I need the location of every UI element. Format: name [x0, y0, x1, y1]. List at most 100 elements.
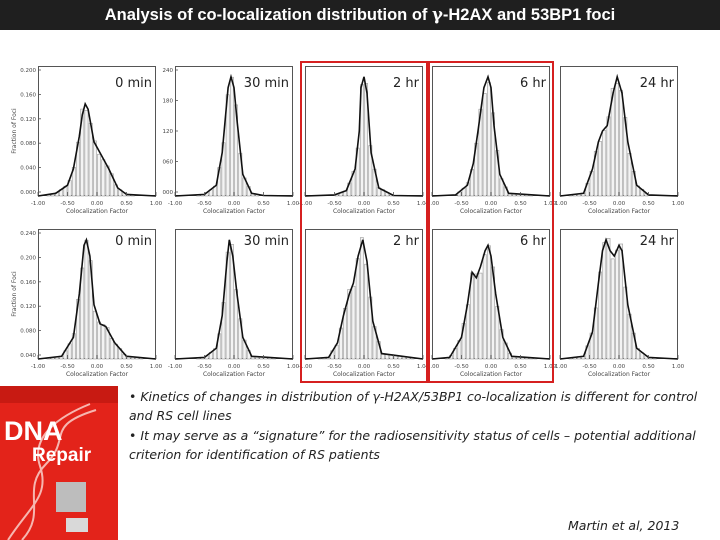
- histogram-bar: [347, 289, 352, 360]
- x-tick-label: -0.50: [327, 201, 342, 207]
- histogram-bar: [101, 324, 106, 360]
- x-tick-label: -1.00: [31, 201, 46, 207]
- x-tick-label: 0.00: [613, 364, 626, 370]
- x-tick-label: 1.00: [287, 364, 300, 370]
- y-tick-label: 0.200: [20, 68, 36, 74]
- histogram-bar: [359, 237, 364, 360]
- histogram-bar: [97, 153, 102, 197]
- histogram-panel: -1.00 -0.50 0.00 0.50 1.00 Colocalization Fac…: [553, 229, 685, 378]
- x-tick-label: -0.50: [60, 364, 75, 370]
- x-tick-label: 0.00: [485, 201, 498, 207]
- x-axis-label: Colocalization Factor: [333, 371, 396, 378]
- highlight-box-2hr: [300, 61, 428, 383]
- x-tick-label: 0.00: [613, 201, 626, 207]
- y-tick-label: 0.080: [20, 141, 36, 147]
- journal-cover-image: DNA Repair: [0, 386, 118, 540]
- panel-time-label: 6 hr: [518, 234, 548, 249]
- histogram-bar: [474, 273, 479, 360]
- x-tick-label: 1.00: [544, 364, 557, 370]
- panel-time-label: 2 hr: [391, 234, 421, 249]
- fitted-curve: [37, 237, 157, 360]
- title-greek-gamma: γ: [431, 5, 443, 24]
- histogram-bar: [606, 116, 611, 197]
- slide-title: Analysis of co-localization distribution…: [0, 0, 720, 30]
- histogram-bar: [364, 83, 369, 197]
- panel-time-label: 24 hr: [637, 76, 676, 91]
- x-axis-label: Colocalization Factor: [203, 371, 266, 378]
- fitted-curve: [37, 101, 157, 197]
- plot-frame: [560, 229, 678, 359]
- x-tick-label: -1.00: [168, 201, 183, 207]
- bullet-item-1: • Kinetics of changes in distribution of…: [129, 389, 698, 423]
- x-tick-label: 1.00: [672, 364, 685, 370]
- panel-time-label: 30 min: [241, 76, 291, 91]
- x-tick-label: 0.50: [387, 364, 400, 370]
- histogram-bar: [478, 272, 483, 360]
- x-tick-label: -1.00: [168, 364, 183, 370]
- x-axis-label: Colocalization Factor: [460, 371, 523, 378]
- x-tick-label: -1.00: [425, 201, 440, 207]
- y-tick-label: 0.040: [20, 166, 36, 172]
- histogram-bar: [229, 244, 234, 360]
- histogram-bar: [610, 258, 615, 360]
- histogram-bar: [602, 130, 607, 197]
- x-tick-label: 0.50: [120, 201, 133, 207]
- histogram-panel: -1.00 -0.50 0.00 0.50 1.00 Colocalization Fac…: [553, 66, 685, 215]
- plot-frame: [432, 229, 550, 359]
- panel-time-label: 24 hr: [637, 234, 676, 249]
- histogram-panel: -1.00 -0.50 0.00 0.50 1.00 Colocalization Fac…: [298, 229, 430, 378]
- x-tick-label: -1.00: [298, 201, 313, 207]
- cover-text-block: [66, 518, 88, 532]
- x-tick-label: -0.50: [582, 364, 597, 370]
- histogram-panel: -1.00 -0.50 0.00 0.50 1.00 Colocalization Fac…: [163, 66, 300, 215]
- y-tick-label: 0.120: [20, 304, 36, 310]
- y-tick-label: 0.240: [20, 231, 36, 237]
- bullet-list: • Kinetics of changes in distribution of…: [129, 387, 719, 465]
- dna-helix-icon: [7, 403, 97, 540]
- histogram-bar: [614, 249, 619, 360]
- histogram-bar: [614, 83, 619, 197]
- y-axis-label: Fraction of Foci: [11, 108, 18, 154]
- histogram-bar: [619, 89, 624, 197]
- x-tick-label: -0.50: [197, 201, 212, 207]
- fitted-curve: [304, 239, 424, 360]
- x-tick-label: 0.00: [91, 201, 104, 207]
- panel-time-label: 2 hr: [391, 76, 421, 91]
- x-tick-label: 0.00: [228, 201, 241, 207]
- x-tick-label: 0.50: [257, 201, 270, 207]
- fitted-curve: [559, 73, 679, 197]
- y-tick-label: 0.080: [20, 329, 36, 335]
- colocalization-histogram-grid: -1.00 -0.50 0.00 0.50 1.00 Colocalization Fac…: [11, 66, 685, 378]
- fitted-curve: [559, 237, 679, 360]
- citation: Martin et al, 2013: [568, 518, 680, 533]
- cover-top-band: [0, 386, 118, 403]
- histogram-bar: [610, 88, 615, 197]
- x-tick-label: 1.00: [150, 201, 163, 207]
- x-tick-label: -0.50: [327, 364, 342, 370]
- y-tick-label: 060: [163, 160, 174, 166]
- x-tick-label: -0.50: [197, 364, 212, 370]
- x-tick-label: -1.00: [31, 364, 46, 370]
- x-tick-label: -0.50: [582, 201, 597, 207]
- histogram-panel: -1.00 -0.50 0.00 0.50 1.00 Colocalization Fac…: [168, 229, 300, 378]
- x-tick-label: -1.00: [553, 201, 568, 207]
- y-tick-label: 000: [163, 190, 174, 196]
- x-tick-label: 0.00: [485, 364, 498, 370]
- cover-figure-block: [56, 482, 86, 512]
- panel-time-label: 0 min: [113, 76, 154, 91]
- histogram-bar: [482, 93, 487, 197]
- histogram-bar: [351, 285, 356, 360]
- y-tick-label: 180: [163, 99, 174, 105]
- y-axis-label: Fraction of Foci: [11, 271, 18, 317]
- histogram-bar: [606, 238, 611, 360]
- x-axis-label: Colocalization Factor: [588, 208, 651, 215]
- title-prefix: Analysis of co-localization distribution…: [104, 6, 432, 24]
- x-tick-label: 0.50: [120, 364, 133, 370]
- histogram-bar: [92, 140, 97, 197]
- y-tick-label: 0.200: [20, 255, 36, 261]
- x-axis-label: Colocalization Factor: [333, 208, 396, 215]
- cover-title-dna: DNA: [4, 416, 63, 446]
- histogram-panel: -1.00 -0.50 0.00 0.50 1.00 Colocalization Fac…: [425, 229, 557, 378]
- cover-title-repair: Repair: [32, 445, 92, 466]
- x-tick-label: 1.00: [417, 364, 430, 370]
